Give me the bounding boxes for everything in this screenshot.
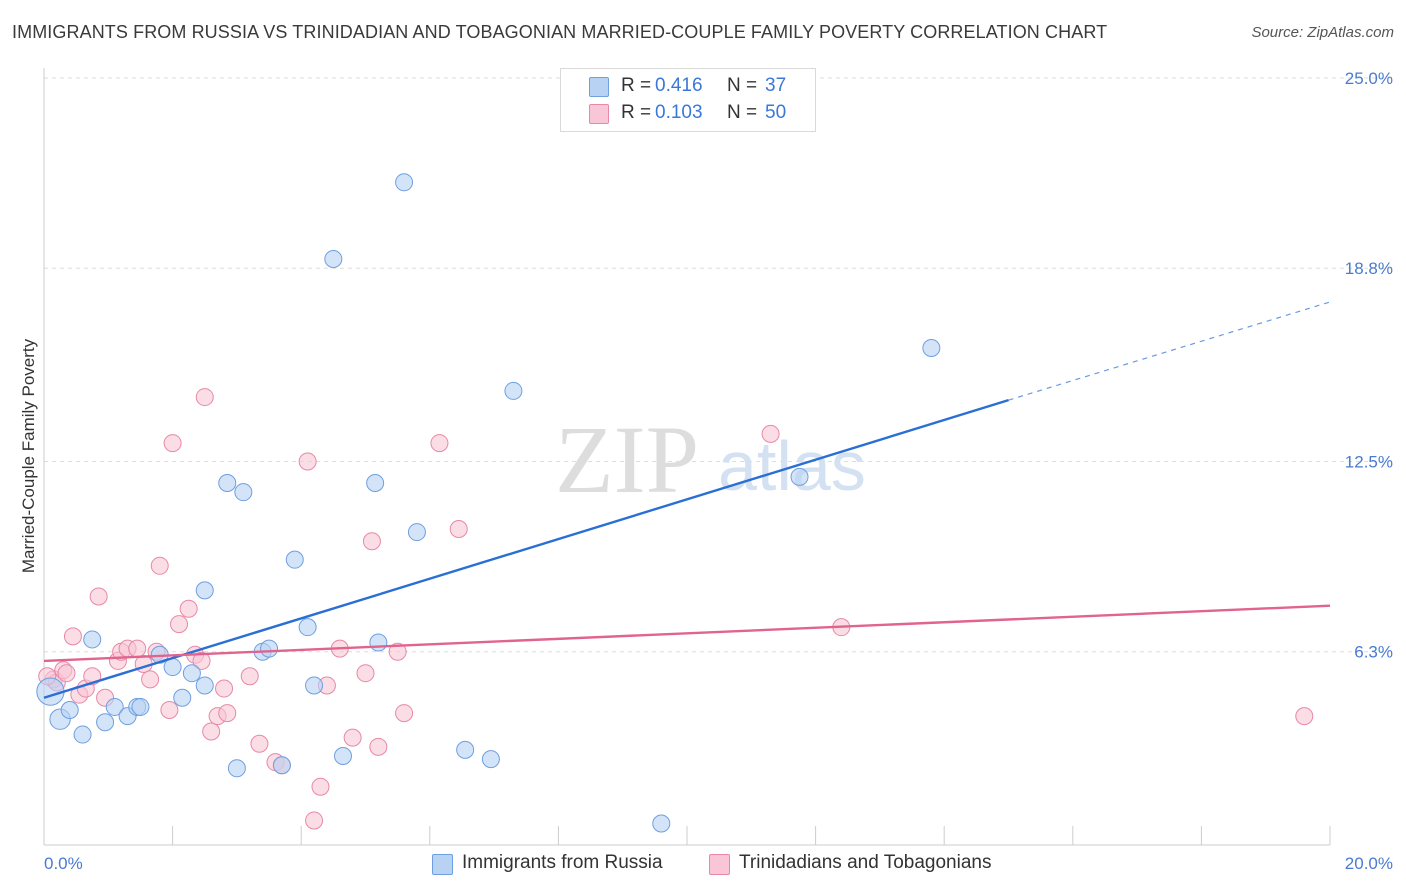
x-tick-labels: 0.0% 20.0%: [44, 854, 1393, 873]
point-trinidadians: [311, 777, 330, 796]
trendline-russia-projection: [1008, 301, 1331, 401]
point-trinidadians: [202, 722, 221, 741]
point-trinidadians: [163, 434, 182, 453]
y-tick-label: 6.3%: [1354, 643, 1393, 662]
point-russia: [195, 676, 214, 695]
point-trinidadians: [192, 651, 211, 670]
point-russia: [922, 338, 941, 357]
point-trinidadians: [449, 519, 468, 538]
point-trinidadians: [195, 388, 214, 407]
point-russia: [652, 814, 671, 833]
point-trinidadians: [179, 599, 198, 618]
point-trinidadians: [356, 664, 375, 683]
point-russia: [260, 639, 279, 658]
point-trinidadians: [170, 615, 189, 634]
x-tick-label: 0.0%: [44, 854, 83, 873]
legend-swatch-trinidadians: [589, 104, 609, 124]
point-trinidadians: [215, 679, 234, 698]
series-russia-points: [36, 173, 941, 833]
point-trinidadians: [89, 587, 108, 606]
source-credit: Source: ZipAtlas.com: [1251, 24, 1394, 41]
point-russia: [481, 750, 500, 769]
legend-n-label: N =: [727, 102, 758, 123]
point-trinidadians: [343, 728, 362, 747]
chart-title: IMMIGRANTS FROM RUSSIA VS TRINIDADIAN AN…: [12, 22, 1108, 42]
point-trinidadians: [160, 701, 179, 720]
point-trinidadians: [298, 452, 317, 471]
point-russia: [395, 173, 414, 192]
legend-n-value-trinidadians: 50: [765, 102, 787, 123]
trend-lines: [43, 301, 1331, 699]
legend-swatch-russia: [589, 77, 609, 97]
point-trinidadians: [761, 424, 780, 443]
watermark-zip: ZIP: [555, 406, 699, 513]
point-russia: [195, 581, 214, 600]
y-tick-label: 12.5%: [1345, 453, 1393, 472]
point-trinidadians: [57, 664, 76, 683]
point-trinidadians: [395, 704, 414, 723]
point-russia: [407, 523, 426, 542]
point-trinidadians: [430, 434, 449, 453]
point-trinidadians: [128, 639, 147, 658]
point-russia: [369, 633, 388, 652]
point-russia: [83, 630, 102, 649]
point-trinidadians: [388, 642, 407, 661]
point-russia: [173, 688, 192, 707]
point-russia: [234, 483, 253, 502]
point-russia: [105, 697, 124, 716]
bottom-legend-label-trinidadians: Trinidadians and Tobagonians: [739, 852, 992, 873]
legend-r-label: R =: [621, 102, 652, 123]
point-russia: [504, 381, 523, 400]
trendline-trinidadians: [43, 604, 1331, 663]
point-russia: [60, 701, 79, 720]
point-russia: [790, 467, 809, 486]
point-russia: [218, 473, 237, 492]
y-tick-labels: 6.3% 12.5% 18.8% 25.0%: [1345, 69, 1393, 662]
point-russia: [333, 747, 352, 766]
trendline-russia: [43, 398, 1009, 699]
point-russia: [285, 550, 304, 569]
point-trinidadians: [250, 734, 269, 753]
point-russia: [227, 759, 246, 778]
y-tick-label: 18.8%: [1345, 259, 1393, 278]
point-trinidadians: [369, 737, 388, 756]
bottom-legend-swatch-trinidadians: [709, 854, 730, 875]
point-trinidadians: [63, 627, 82, 646]
point-russia: [456, 740, 475, 759]
point-russia: [131, 697, 150, 716]
point-russia: [272, 756, 291, 775]
y-axis-label: Married-Couple Family Poverty: [19, 338, 38, 573]
point-trinidadians: [141, 670, 160, 689]
point-russia: [366, 473, 385, 492]
legend-r-label: R =: [621, 75, 652, 96]
legend-n-label: N =: [727, 75, 758, 96]
legend-n-value-russia: 37: [765, 75, 787, 96]
point-russia: [182, 664, 201, 683]
bottom-legend-label-russia: Immigrants from Russia: [462, 852, 663, 873]
point-trinidadians: [150, 556, 169, 575]
point-russia: [324, 250, 343, 269]
legend-r-value-trinidadians: 0.103: [655, 102, 703, 123]
correlation-legend: R = 0.416 N = 37 R = 0.103 N = 50: [560, 68, 816, 132]
point-trinidadians: [240, 667, 259, 686]
point-russia: [73, 725, 92, 744]
x-tick-label: 20.0%: [1345, 854, 1393, 873]
point-trinidadians: [362, 532, 381, 551]
point-russia: [305, 676, 324, 695]
legend-r-value-russia: 0.416: [655, 75, 703, 96]
point-trinidadians: [305, 811, 324, 830]
point-trinidadians: [218, 704, 237, 723]
gridlines: [44, 77, 1392, 653]
y-tick-label: 25.0%: [1345, 69, 1393, 88]
point-trinidadians: [1295, 707, 1314, 726]
bottom-legend-swatch-russia: [432, 854, 453, 875]
point-russia: [298, 618, 317, 637]
point-russia: [96, 713, 115, 732]
axes: [43, 68, 1331, 846]
